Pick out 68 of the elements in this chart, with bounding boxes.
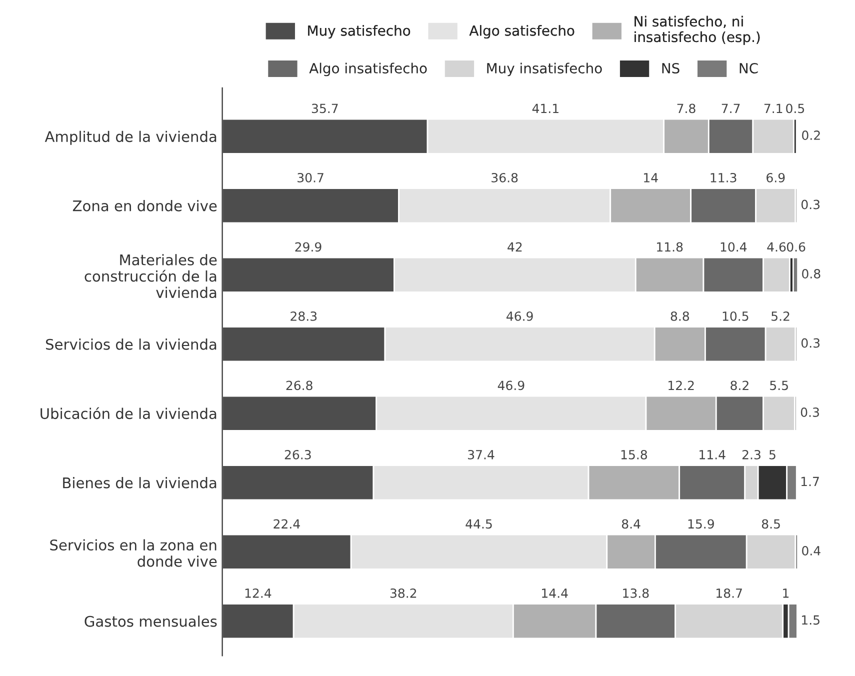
data-label: 0.3 (801, 200, 820, 210)
data-label: 30.7 (298, 172, 324, 182)
data-label: 7.7 (722, 104, 740, 113)
data-label: 38.2 (390, 588, 416, 598)
data-label: 42 (508, 242, 522, 252)
data-label: 10.4 (720, 242, 747, 252)
data-label: 35.7 (312, 104, 338, 114)
data-label: 8.2 (730, 380, 748, 390)
data-label: 8.5 (762, 519, 780, 529)
y-tick-label: Gastos mensuales (84, 616, 217, 627)
data-label: 41.1 (532, 104, 558, 113)
data-label: 37.4 (468, 450, 494, 460)
legend-label: Algo insatisfecho (309, 62, 427, 76)
y-tick-label: Servicios en la zona en donde vive (50, 539, 217, 567)
data-label: 22.4 (274, 519, 300, 528)
data-label: 7.8 (677, 104, 696, 114)
data-label: 2.3 (742, 450, 760, 460)
data-label: 46.9 (506, 311, 533, 321)
data-label: 46.9 (498, 380, 524, 390)
data-label: 0.3 (801, 338, 820, 348)
data-label: 36.8 (492, 172, 518, 182)
legend-label: NC (740, 62, 758, 74)
legend-label: Algo satisfecho (469, 25, 574, 39)
data-label: 10.5 (722, 311, 748, 321)
data-label: 14.4 (542, 588, 568, 598)
data-label: 12.4 (245, 588, 272, 598)
y-tick-label: Materiales de construcción de la vivienda (84, 254, 217, 298)
legend-label: Muy insatisfecho (487, 62, 602, 76)
legend-label: Muy satisfecho (308, 25, 410, 39)
bar (792, 256, 798, 293)
data-label: 0.6 (786, 242, 806, 252)
y-tick-label: Bienes de la vivienda (63, 477, 216, 488)
data-label: 0.8 (802, 269, 820, 278)
y-tick-label: Amplitud de la vivienda (44, 130, 216, 145)
data-label: 26.3 (284, 450, 311, 460)
data-label: 0.3 (800, 408, 819, 417)
data-label: 13.8 (623, 588, 649, 598)
data-label: 26.8 (286, 380, 312, 390)
data-label: 18.7 (716, 588, 742, 598)
data-label: 11.8 (657, 242, 683, 252)
data-label: 7.1 (764, 104, 782, 113)
data-label: 5 (769, 450, 776, 460)
data-label: 8.4 (622, 519, 640, 529)
legend-label: Ni satisfecho, ni insatisfecho (esp.) (634, 16, 760, 45)
y-tick-label: Ubicación de la vivienda (40, 407, 216, 420)
data-label: 1.5 (802, 615, 820, 625)
data-label: 4.6 (767, 242, 786, 252)
data-label: 5.2 (772, 311, 790, 321)
data-label: 12.2 (668, 380, 694, 390)
data-label: 6.9 (766, 172, 785, 182)
y-tick-label: Servicios de la vivienda (46, 338, 216, 350)
data-label: 8.8 (670, 311, 690, 321)
data-label: 29.9 (295, 242, 322, 252)
data-label: 1 (783, 588, 789, 598)
data-label: 15.9 (688, 519, 714, 529)
legend-label: NS (662, 62, 680, 74)
data-label: 1.7 (801, 476, 819, 486)
data-label: 14 (644, 173, 658, 182)
data-label: 5.5 (770, 380, 788, 390)
data-label: 11.4 (700, 450, 726, 460)
data-label: 44.5 (466, 519, 492, 529)
data-label: 0.5 (786, 104, 804, 114)
data-label: 15.8 (621, 450, 647, 460)
data-label: 0.2 (802, 130, 820, 140)
y-tick-label: Zona en donde vive (72, 200, 217, 212)
data-label: 11.3 (710, 172, 736, 182)
data-label: 28.3 (290, 311, 317, 321)
data-label: 0.4 (802, 546, 820, 556)
